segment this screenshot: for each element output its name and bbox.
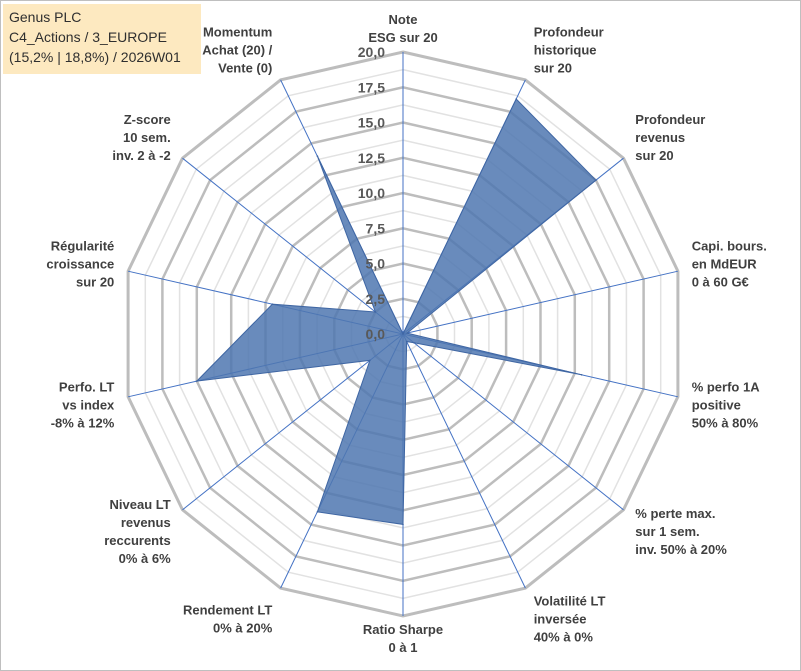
axis-label-line: Ratio Sharpe (363, 622, 443, 637)
axis-label-line: 0 à 1 (389, 640, 418, 655)
axis-label-line: 50% à 80% (692, 415, 759, 430)
axis-label-line: positive (692, 397, 741, 412)
axis-label: Momentum Achat (20) / Vente (0) (202, 24, 272, 75)
axis-label: Ratio Sharpe 0 à 1 (363, 622, 443, 655)
axis-label-line: inversée (534, 612, 587, 627)
axis-label-line: Vente (0) (218, 60, 272, 75)
tick-label: 17,5 (358, 79, 385, 95)
axis-line (182, 333, 404, 511)
axis-line (402, 333, 624, 511)
axis-label-line: revenus (121, 515, 171, 530)
axis-label-line: -8% à 12% (51, 415, 115, 430)
axis-label-line: 0% à 6% (119, 551, 171, 566)
axis-label-line: Régularité (51, 239, 115, 254)
axis-label-line: croissance (46, 257, 114, 272)
axis-label-line: Volatilité LT (534, 594, 606, 609)
axis-label-line: sur 1 sem. (635, 524, 699, 539)
info-box: Genus PLC C4_Actions / 3_EUROPE (15,2% |… (3, 4, 201, 74)
data-point (196, 380, 198, 382)
data-point (402, 523, 404, 526)
axis-label-line: inv. 2 à -2 (112, 148, 170, 163)
data-point (374, 311, 377, 313)
axis-label-line: Profondeur (534, 24, 604, 39)
axis-label-line: 0% à 20% (213, 621, 273, 636)
axis-label-line: sur 20 (635, 148, 673, 163)
data-point (413, 342, 415, 344)
axis-label-line: Rendement LT (183, 603, 272, 618)
axis-label: Volatilité LT inversée 40% à 0% (534, 594, 606, 645)
data-point (580, 374, 583, 376)
axis-label-line: vs index (62, 397, 115, 412)
data-point (316, 155, 319, 157)
data-point (406, 332, 408, 334)
axis-label-line: % perte max. (635, 506, 715, 521)
axis-label-line: ESG sur 20 (368, 30, 437, 45)
data-point (595, 179, 597, 181)
axis-label: Régularité croissance sur 20 (46, 239, 114, 290)
axis-label-line: revenus (635, 130, 685, 145)
data-point (316, 511, 319, 513)
axis-label: Note ESG sur 20 (368, 12, 437, 45)
data-point (402, 333, 404, 335)
axis-label-line: inv. 50% à 20% (635, 542, 727, 557)
axis-label: % perte max. sur 1 sem. inv. 50% à 20% (635, 506, 727, 557)
axis-label: % perfo 1A positive 50% à 80% (692, 379, 761, 430)
tick-label: 0,0 (366, 326, 386, 342)
axis-label-line: reccurents (104, 533, 170, 548)
axis-label-line: 0 à 60 G€ (692, 275, 749, 290)
tick-label: 5,0 (366, 256, 386, 272)
tick-label: 7,5 (366, 220, 386, 236)
axis-label-line: Capi. bours. (692, 239, 767, 254)
data-point (515, 98, 517, 100)
axis-label: Z-score 10 sem. inv. 2 à -2 (112, 112, 170, 163)
axis-label-line: % perfo 1A (692, 379, 761, 394)
axis-label: Capi. bours. en MdEUR 0 à 60 G€ (692, 239, 767, 290)
axis-line (402, 333, 526, 589)
axis-label: Rendement LT 0% à 20% (183, 603, 273, 636)
series-area (195, 98, 597, 525)
axis-label-line: sur 20 (76, 275, 114, 290)
axis-label-line: Niveau LT (110, 497, 171, 512)
params-label: (15,2% | 18,8%) / 2026W01 (9, 49, 181, 65)
axis-label-line: Achat (20) / (202, 42, 272, 57)
data-point (405, 340, 408, 343)
axis-label: Niveau LT revenus reccurents 0% à 6% (104, 497, 171, 566)
axis-label-line: en MdEUR (692, 257, 758, 272)
axis-label: Perfo. LT vs index -8% à 12% (51, 379, 115, 430)
axis-line (402, 270, 679, 335)
axis-label-line: 10 sem. (123, 130, 171, 145)
portfolio-label: C4_Actions / 3_EUROPE (9, 29, 167, 45)
axis-label-line: 40% à 0% (534, 630, 594, 645)
data-point (369, 359, 371, 362)
axis-label-line: Z-score (124, 112, 171, 127)
axis-label-line: historique (534, 42, 597, 57)
axis-label-line: Profondeur (635, 112, 705, 127)
axis-label-line: Perfo. LT (59, 379, 114, 394)
tick-label: 12,5 (358, 150, 385, 166)
axis-label: Profondeur revenus sur 20 (635, 112, 705, 163)
company-name: Genus PLC (9, 9, 82, 25)
axis-label: Profondeur historique sur 20 (534, 24, 604, 75)
axis-line (182, 157, 404, 335)
tick-label: 10,0 (358, 185, 385, 201)
axis-label-line: sur 20 (534, 60, 572, 75)
axis-label-line: Momentum (203, 24, 272, 39)
data-point (271, 303, 274, 306)
axis-label-line: Note (389, 12, 418, 27)
tick-label: 20,0 (358, 44, 385, 60)
tick-label: 15,0 (358, 115, 385, 131)
tick-label: 2,5 (366, 291, 386, 307)
